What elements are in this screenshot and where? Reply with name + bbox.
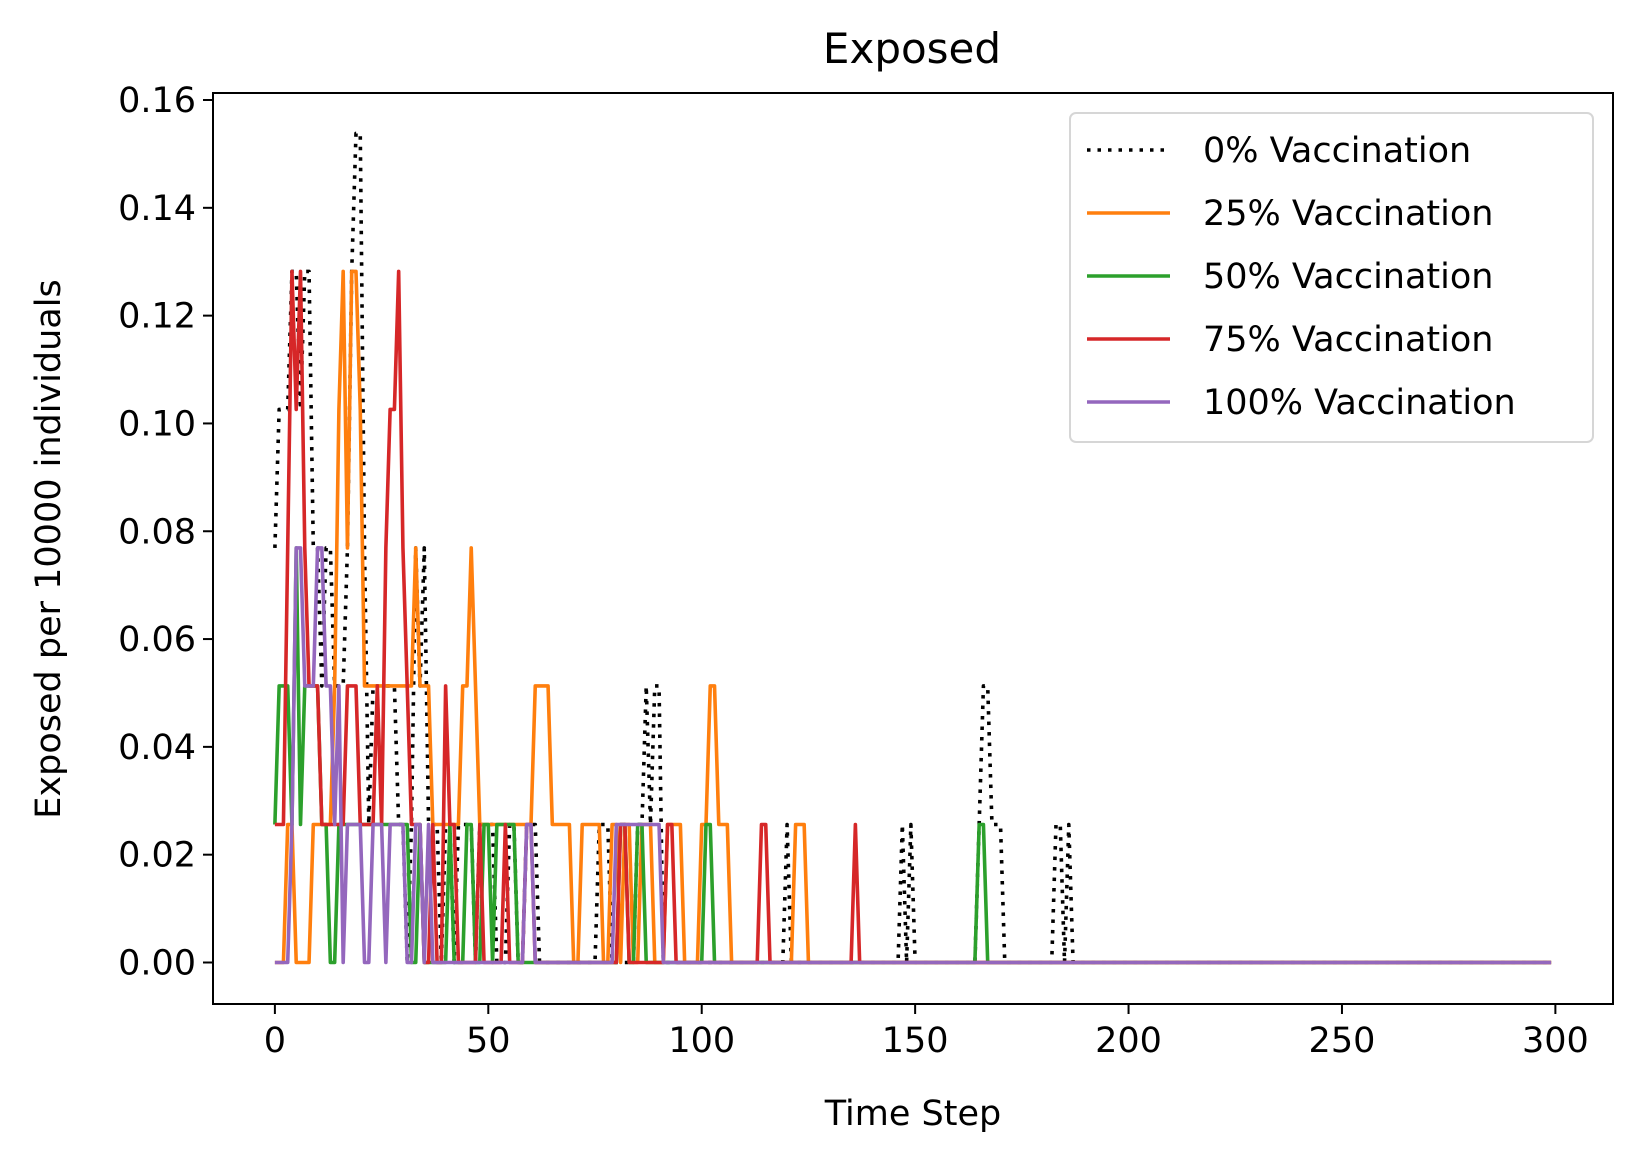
y-tick-label: 0.16 — [118, 81, 196, 121]
x-tick-label: 200 — [1095, 1021, 1162, 1061]
y-tick-label: 0.14 — [118, 189, 196, 229]
y-axis: 0.00 0.02 0.04 0.06 0.08 0.10 0.12 0.14 0.16 — [118, 81, 213, 983]
legend-label-0: 0% Vaccination — [1203, 131, 1471, 171]
y-tick-label: 0.12 — [118, 297, 196, 337]
x-tick-label: 300 — [1522, 1021, 1589, 1061]
plot-frame — [212, 92, 1614, 1005]
y-tick-label: 0.04 — [118, 728, 196, 768]
y-tick-label: 0.02 — [118, 836, 196, 876]
chart-title: Exposed — [823, 24, 1001, 73]
y-tick-label: 0.06 — [118, 620, 196, 660]
series-line-1 — [274, 269, 1552, 965]
x-tick-label: 0 — [264, 1021, 286, 1061]
x-axis: 0 50 100 150 200 250 300 — [264, 1004, 1589, 1061]
x-tick-label: 250 — [1309, 1021, 1376, 1061]
x-tick-label: 150 — [882, 1021, 949, 1061]
x-tick-label: 50 — [466, 1021, 511, 1061]
series-layer — [273, 131, 1552, 965]
y-tick-label: 0.08 — [118, 512, 196, 552]
legend-label-3: 75% Vaccination — [1203, 320, 1493, 360]
y-tick-label: 0.10 — [118, 404, 196, 444]
x-axis-label: Time Step — [824, 1094, 1001, 1134]
y-tick-label: 0.00 — [118, 943, 196, 983]
legend: 0% Vaccination 25% Vaccination 50% Vaccina… — [1069, 112, 1594, 443]
y-axis-label: Exposed per 10000 individuals — [29, 279, 69, 818]
legend-box — [1069, 112, 1594, 443]
legend-label-4: 100% Vaccination — [1203, 383, 1516, 423]
legend-label-1: 25% Vaccination — [1203, 194, 1493, 234]
series-line-4 — [274, 546, 1552, 965]
x-tick-label: 100 — [668, 1021, 735, 1061]
legend-label-2: 50% Vaccination — [1203, 257, 1493, 297]
